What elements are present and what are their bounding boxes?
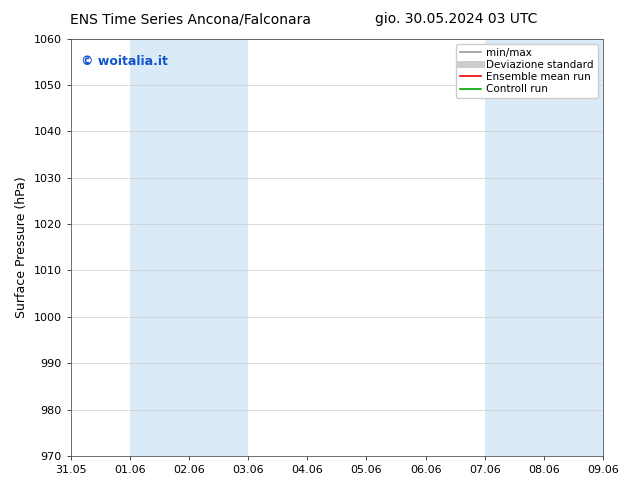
Text: gio. 30.05.2024 03 UTC: gio. 30.05.2024 03 UTC: [375, 12, 538, 26]
Legend: min/max, Deviazione standard, Ensemble mean run, Controll run: min/max, Deviazione standard, Ensemble m…: [456, 44, 598, 98]
Y-axis label: Surface Pressure (hPa): Surface Pressure (hPa): [15, 176, 28, 318]
Text: © woitalia.it: © woitalia.it: [81, 55, 168, 68]
Text: ENS Time Series Ancona/Falconara: ENS Time Series Ancona/Falconara: [70, 12, 311, 26]
Bar: [130, 39, 248, 456]
Bar: [485, 39, 603, 456]
